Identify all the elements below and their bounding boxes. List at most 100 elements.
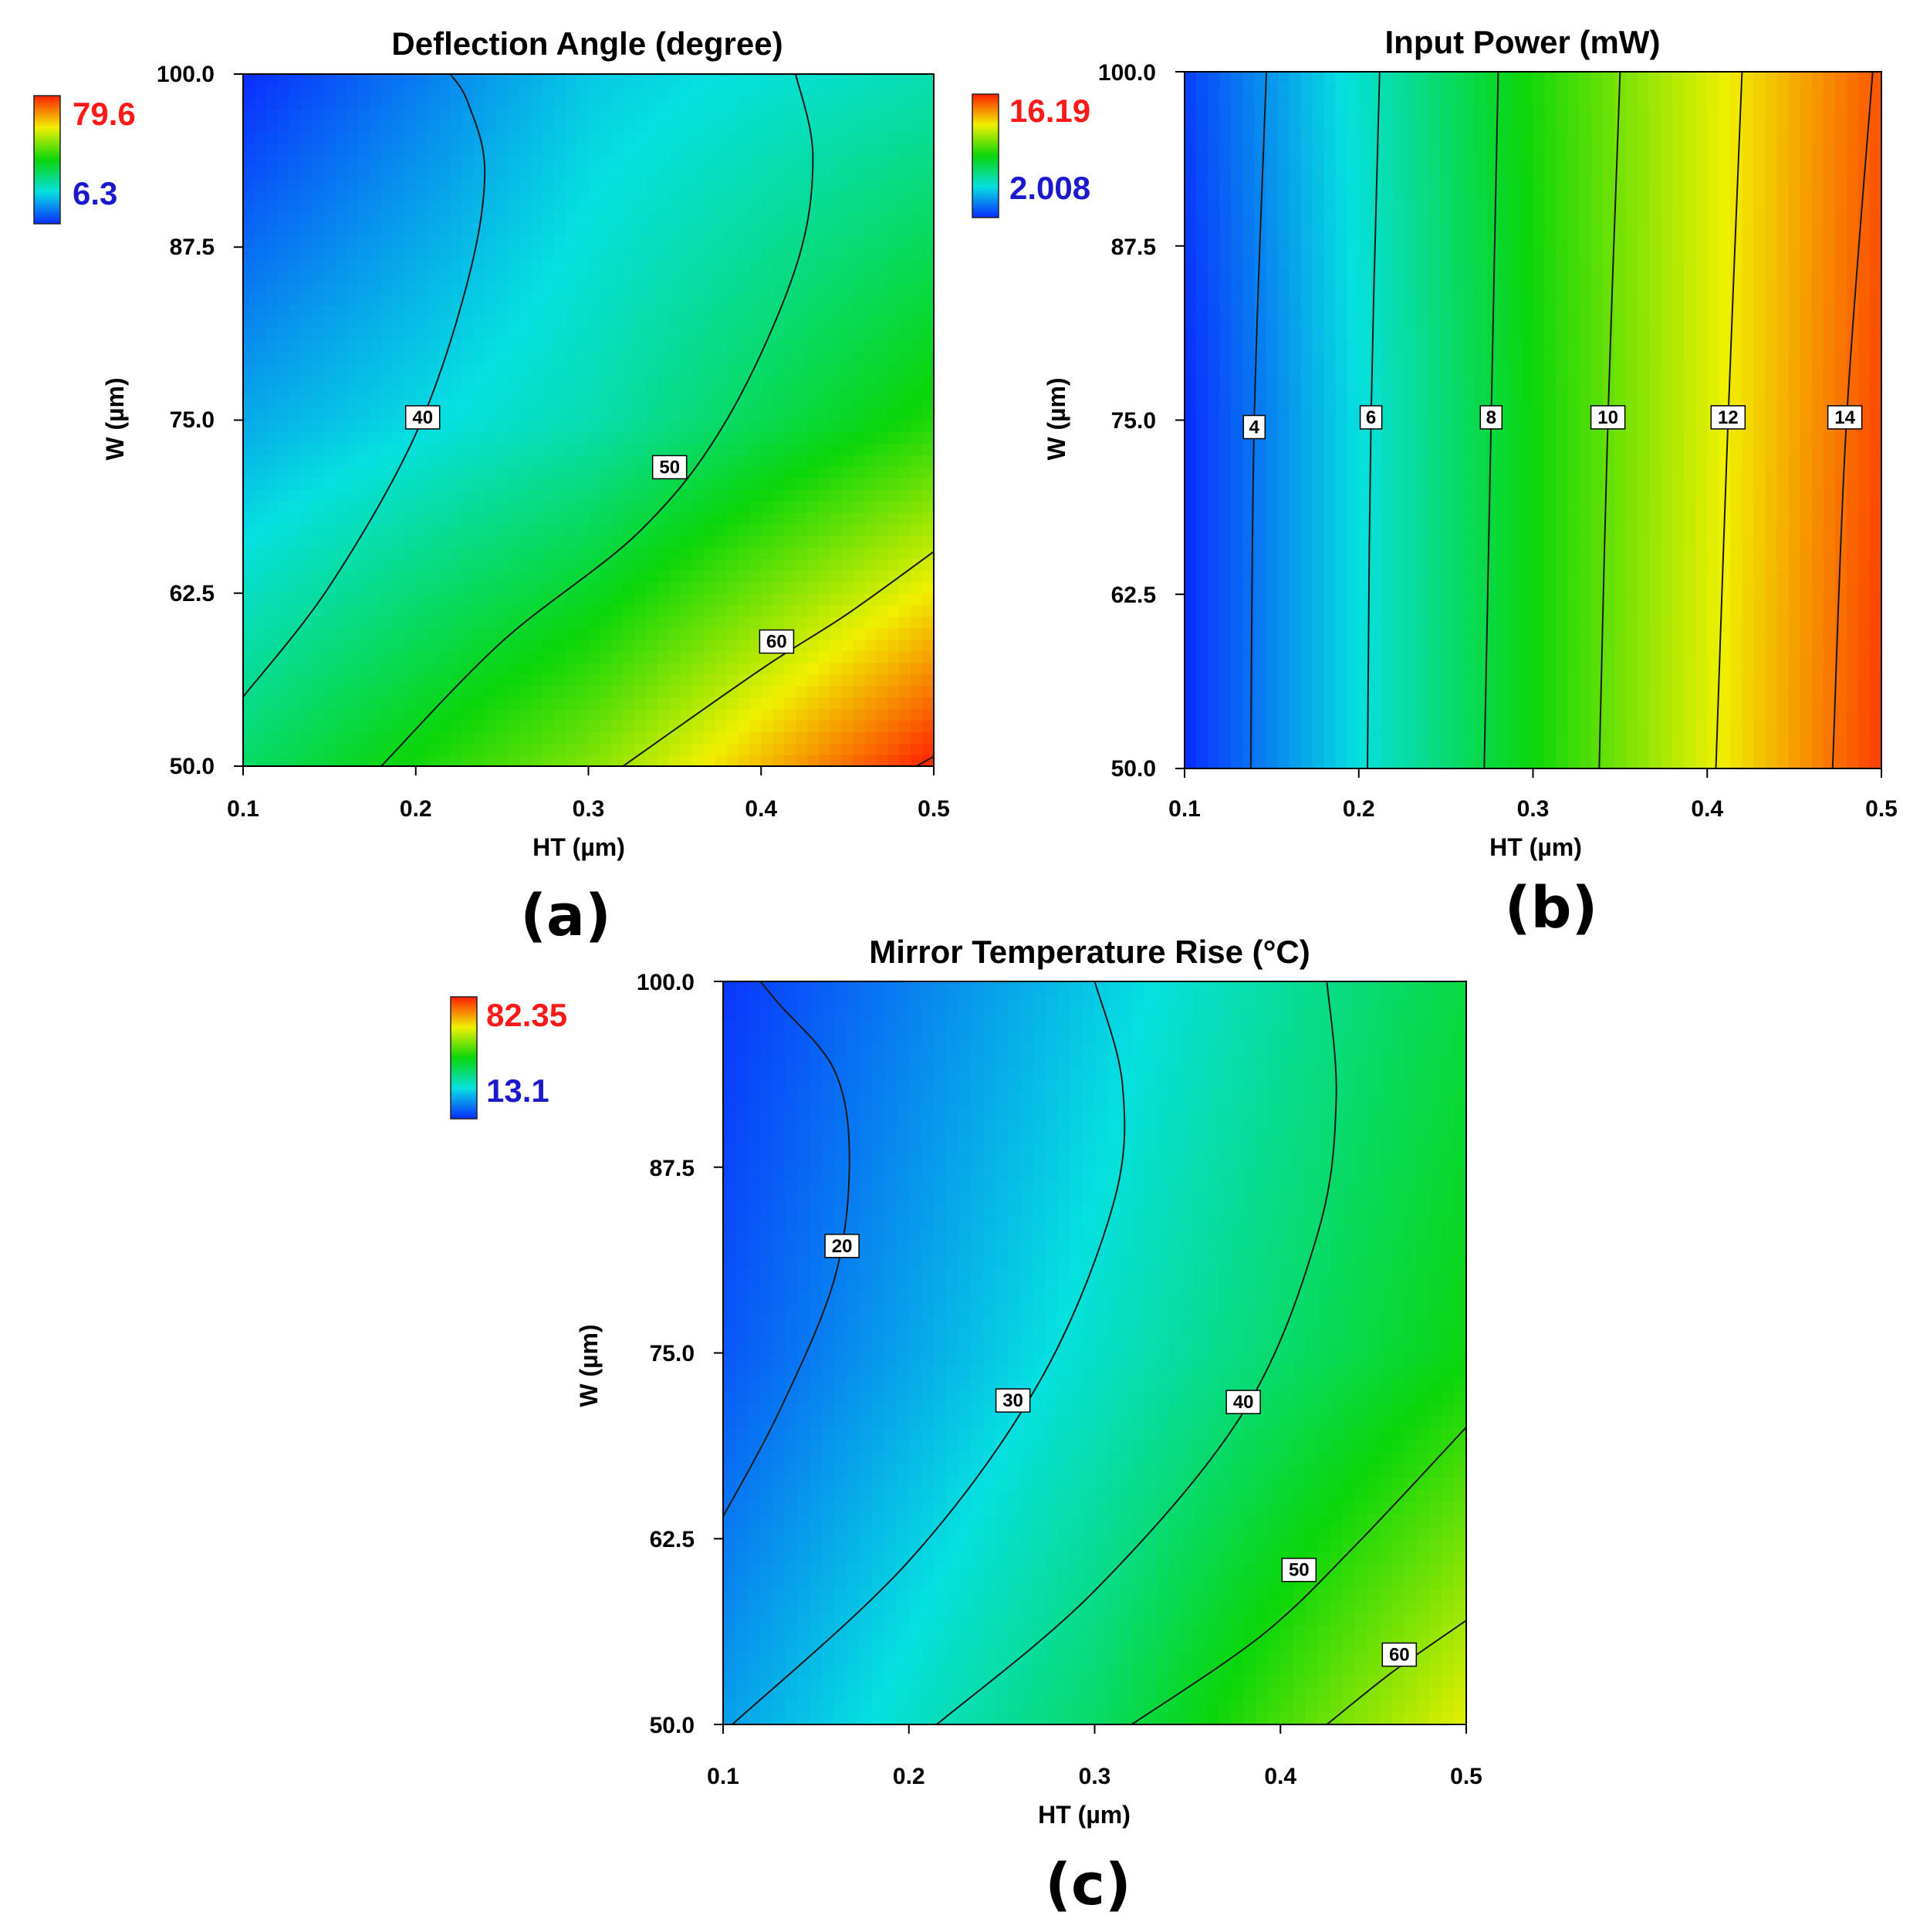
heatmap-cell [485,731,497,744]
heatmap-cell [715,708,728,721]
heatmap-cell [358,373,370,387]
heatmap-cell [887,177,901,191]
heatmap-cell [772,604,785,617]
heatmap-cell [576,201,590,214]
heatmap-cell [634,270,647,282]
heatmap-cell [911,408,923,421]
heatmap-cell [496,154,509,167]
heatmap-cell [772,120,785,133]
heatmap-cell [438,720,451,732]
heatmap-cell [243,512,255,525]
heatmap-cell [496,350,509,363]
heatmap-cell [1312,559,1325,572]
heatmap-cell [784,489,796,502]
heatmap-cell [806,581,820,594]
heatmap-cell [899,454,911,468]
heatmap-cell [738,224,751,237]
heatmap-cell [1753,559,1766,572]
heatmap-cell [243,478,255,490]
heatmap-cell [312,305,325,317]
heatmap-cell [634,235,647,248]
heatmap-cell [404,685,417,698]
heatmap-cell [1289,640,1302,654]
heatmap-cell [1602,559,1615,572]
heatmap-cell [530,131,543,144]
heatmap-cell [749,674,762,687]
heatmap-cell [726,512,739,525]
heatmap-cell [1649,559,1661,572]
heatmap-cell [853,755,866,767]
heatmap-cell [680,247,693,259]
heatmap-cell [1300,710,1313,723]
heatmap-cell [438,212,451,225]
heatmap-cell [761,305,773,317]
heatmap-cell [370,131,382,144]
heatmap-cell [576,501,590,513]
heatmap-cell [796,558,808,571]
heatmap-cell [853,420,866,433]
heatmap-cell [611,74,624,86]
heatmap-cell [381,189,394,202]
heatmap-cell [576,650,590,664]
chart-a-colorbar-max: 79.6 [73,96,136,132]
heatmap-cell [1834,652,1847,665]
heatmap-cell [772,362,785,375]
heatmap-cell [312,443,325,456]
heatmap-cell [1486,536,1499,549]
heatmap-cell [1521,559,1534,572]
heatmap-cell [1381,652,1394,665]
heatmap-cell [392,501,405,513]
heatmap-cell [1335,617,1348,630]
heatmap-cell [450,282,463,294]
heatmap-cell [473,593,486,606]
heatmap-cell [1509,745,1523,758]
heatmap-cell [806,593,820,606]
heatmap-cell [887,305,901,317]
heatmap-cell [565,327,578,340]
heatmap-cell [277,489,290,502]
heatmap-cell [427,443,440,456]
heatmap-cell [818,489,831,502]
heatmap-cell [335,397,348,410]
heatmap-cell [1405,640,1418,654]
heatmap-cell [1393,501,1406,514]
heatmap-cell [496,270,509,282]
heatmap-cell [1393,756,1406,769]
heatmap-cell [508,258,520,271]
heatmap-cell [887,154,901,167]
heatmap-cell [911,362,923,375]
heatmap-cell [1358,745,1371,758]
heatmap-cell [254,420,267,433]
heatmap-cell [1846,583,1859,596]
heatmap-cell [485,258,497,271]
heatmap-cell [508,569,520,583]
heatmap-cell [1544,675,1557,688]
heatmap-cell [1335,629,1348,642]
heatmap-cell [519,408,532,421]
heatmap-cell [668,201,681,214]
heatmap-cell [1452,733,1464,746]
heatmap-cell [277,143,290,156]
heatmap-cell [796,478,808,490]
heatmap-cell [726,316,739,329]
heatmap-cell [784,189,796,202]
heatmap-cell [1347,629,1360,642]
heatmap-cell [346,674,359,687]
heatmap-cell [300,558,313,571]
heatmap-cell [634,708,647,721]
heatmap-cell [300,339,313,352]
heatmap-cell [657,293,670,306]
heatmap-cell [1533,721,1546,735]
heatmap-cell [323,293,336,306]
heatmap-cell [1776,664,1790,677]
heatmap-cell [796,720,808,732]
heatmap-cell [358,177,370,191]
heatmap-cell [611,154,624,167]
heatmap-cell [1440,583,1452,596]
heatmap-cell [761,569,773,583]
heatmap-cell [1625,721,1638,735]
heatmap-cell [1707,606,1720,619]
heatmap-cell [818,685,831,698]
heatmap-cell [1381,524,1394,537]
heatmap-cell [1730,548,1743,560]
